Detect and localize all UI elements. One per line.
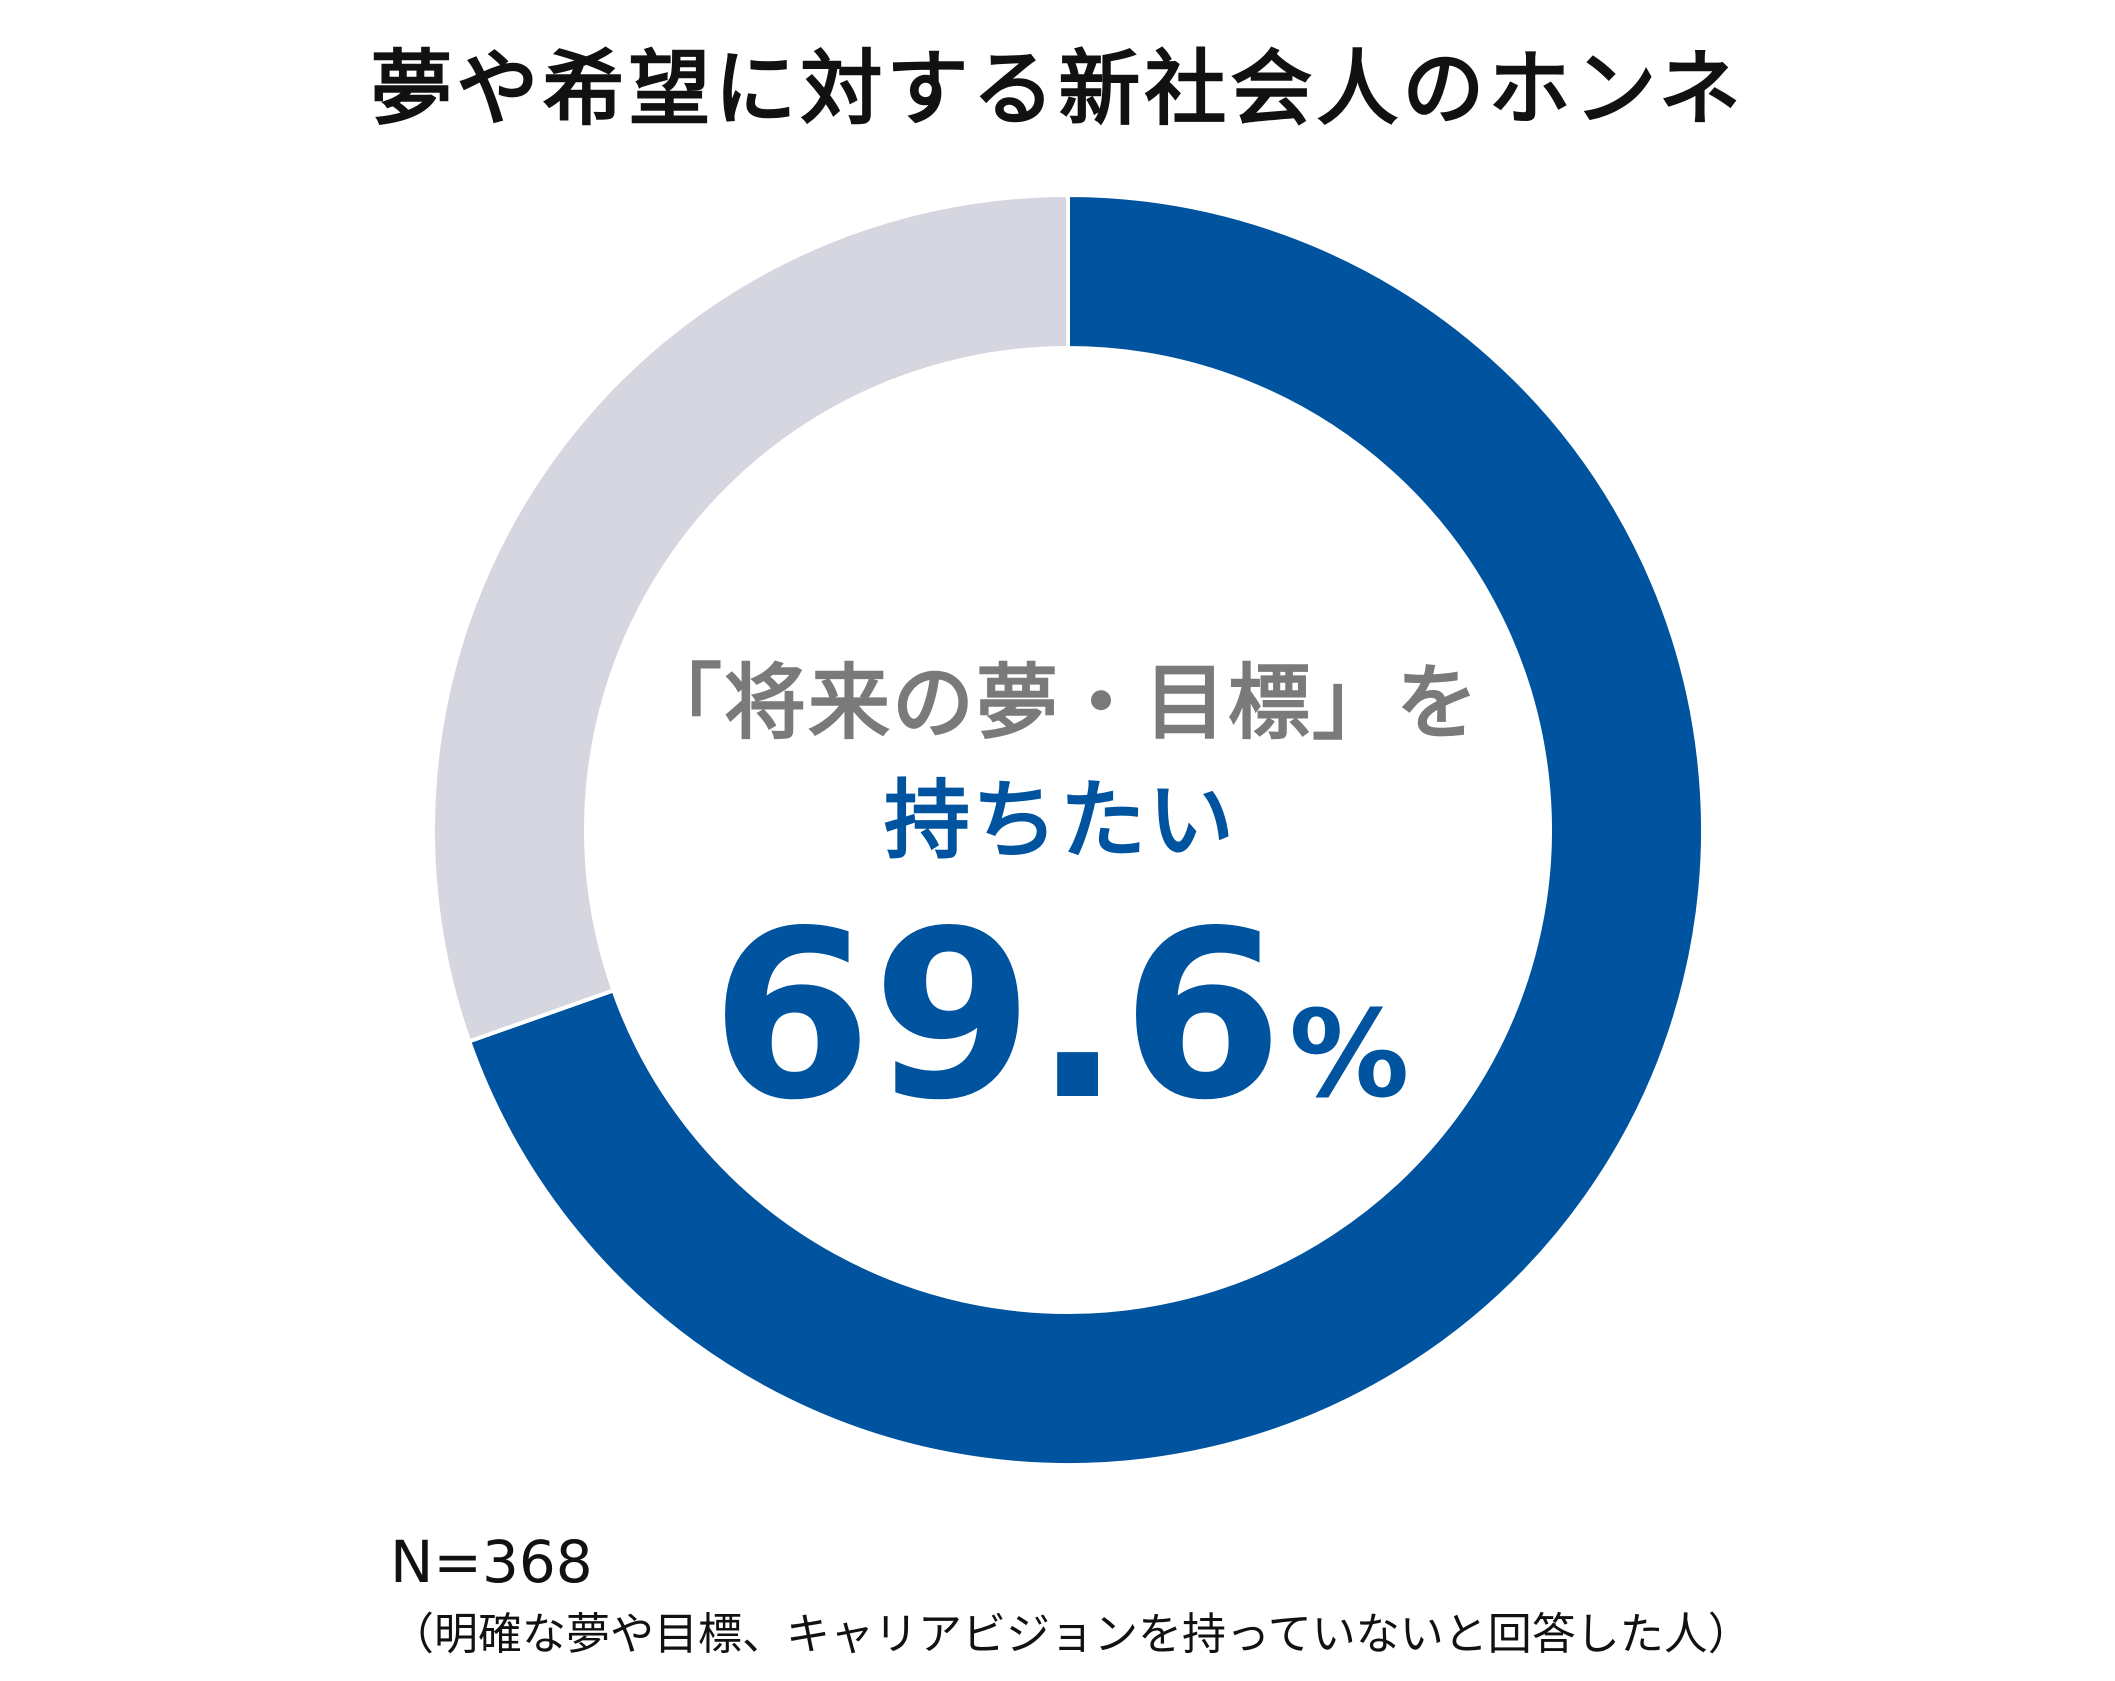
center-label-line1: 「将来の夢・目標」を [639,656,1480,751]
sample-size: N=368 [390,1528,593,1596]
chart-title: 夢や希望に対する新社会人のホンネ [370,42,1745,137]
center-label-line2: 持ちたい [884,771,1236,871]
center-value-unit: % [1289,986,1410,1125]
donut-slice-want-dream [466,192,1705,1467]
donut-slice-other [431,192,1070,1044]
center-value-number: 69.6 [710,881,1284,1151]
center-value: 69.6% [560,900,1560,1132]
footnote-note: （明確な夢や目標、キャリアビジョンを持っていないと回答した人） [390,1609,1752,1660]
